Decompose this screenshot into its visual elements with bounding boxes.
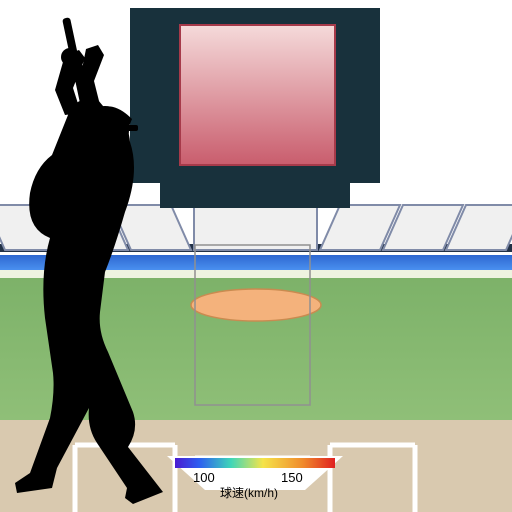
- batter-hand: [69, 64, 87, 82]
- speed-tick-label: 150: [281, 470, 303, 485]
- batter-hand: [61, 48, 79, 66]
- bleacher-section: [194, 205, 317, 250]
- pitchers-mound: [191, 289, 321, 321]
- speed-axis-label: 球速(km/h): [220, 484, 278, 501]
- speed-tick-label: 100: [193, 470, 215, 485]
- scoreboard-support: [160, 183, 350, 208]
- speed-gradient-bar: [175, 458, 335, 468]
- scoreboard-screen: [180, 25, 335, 165]
